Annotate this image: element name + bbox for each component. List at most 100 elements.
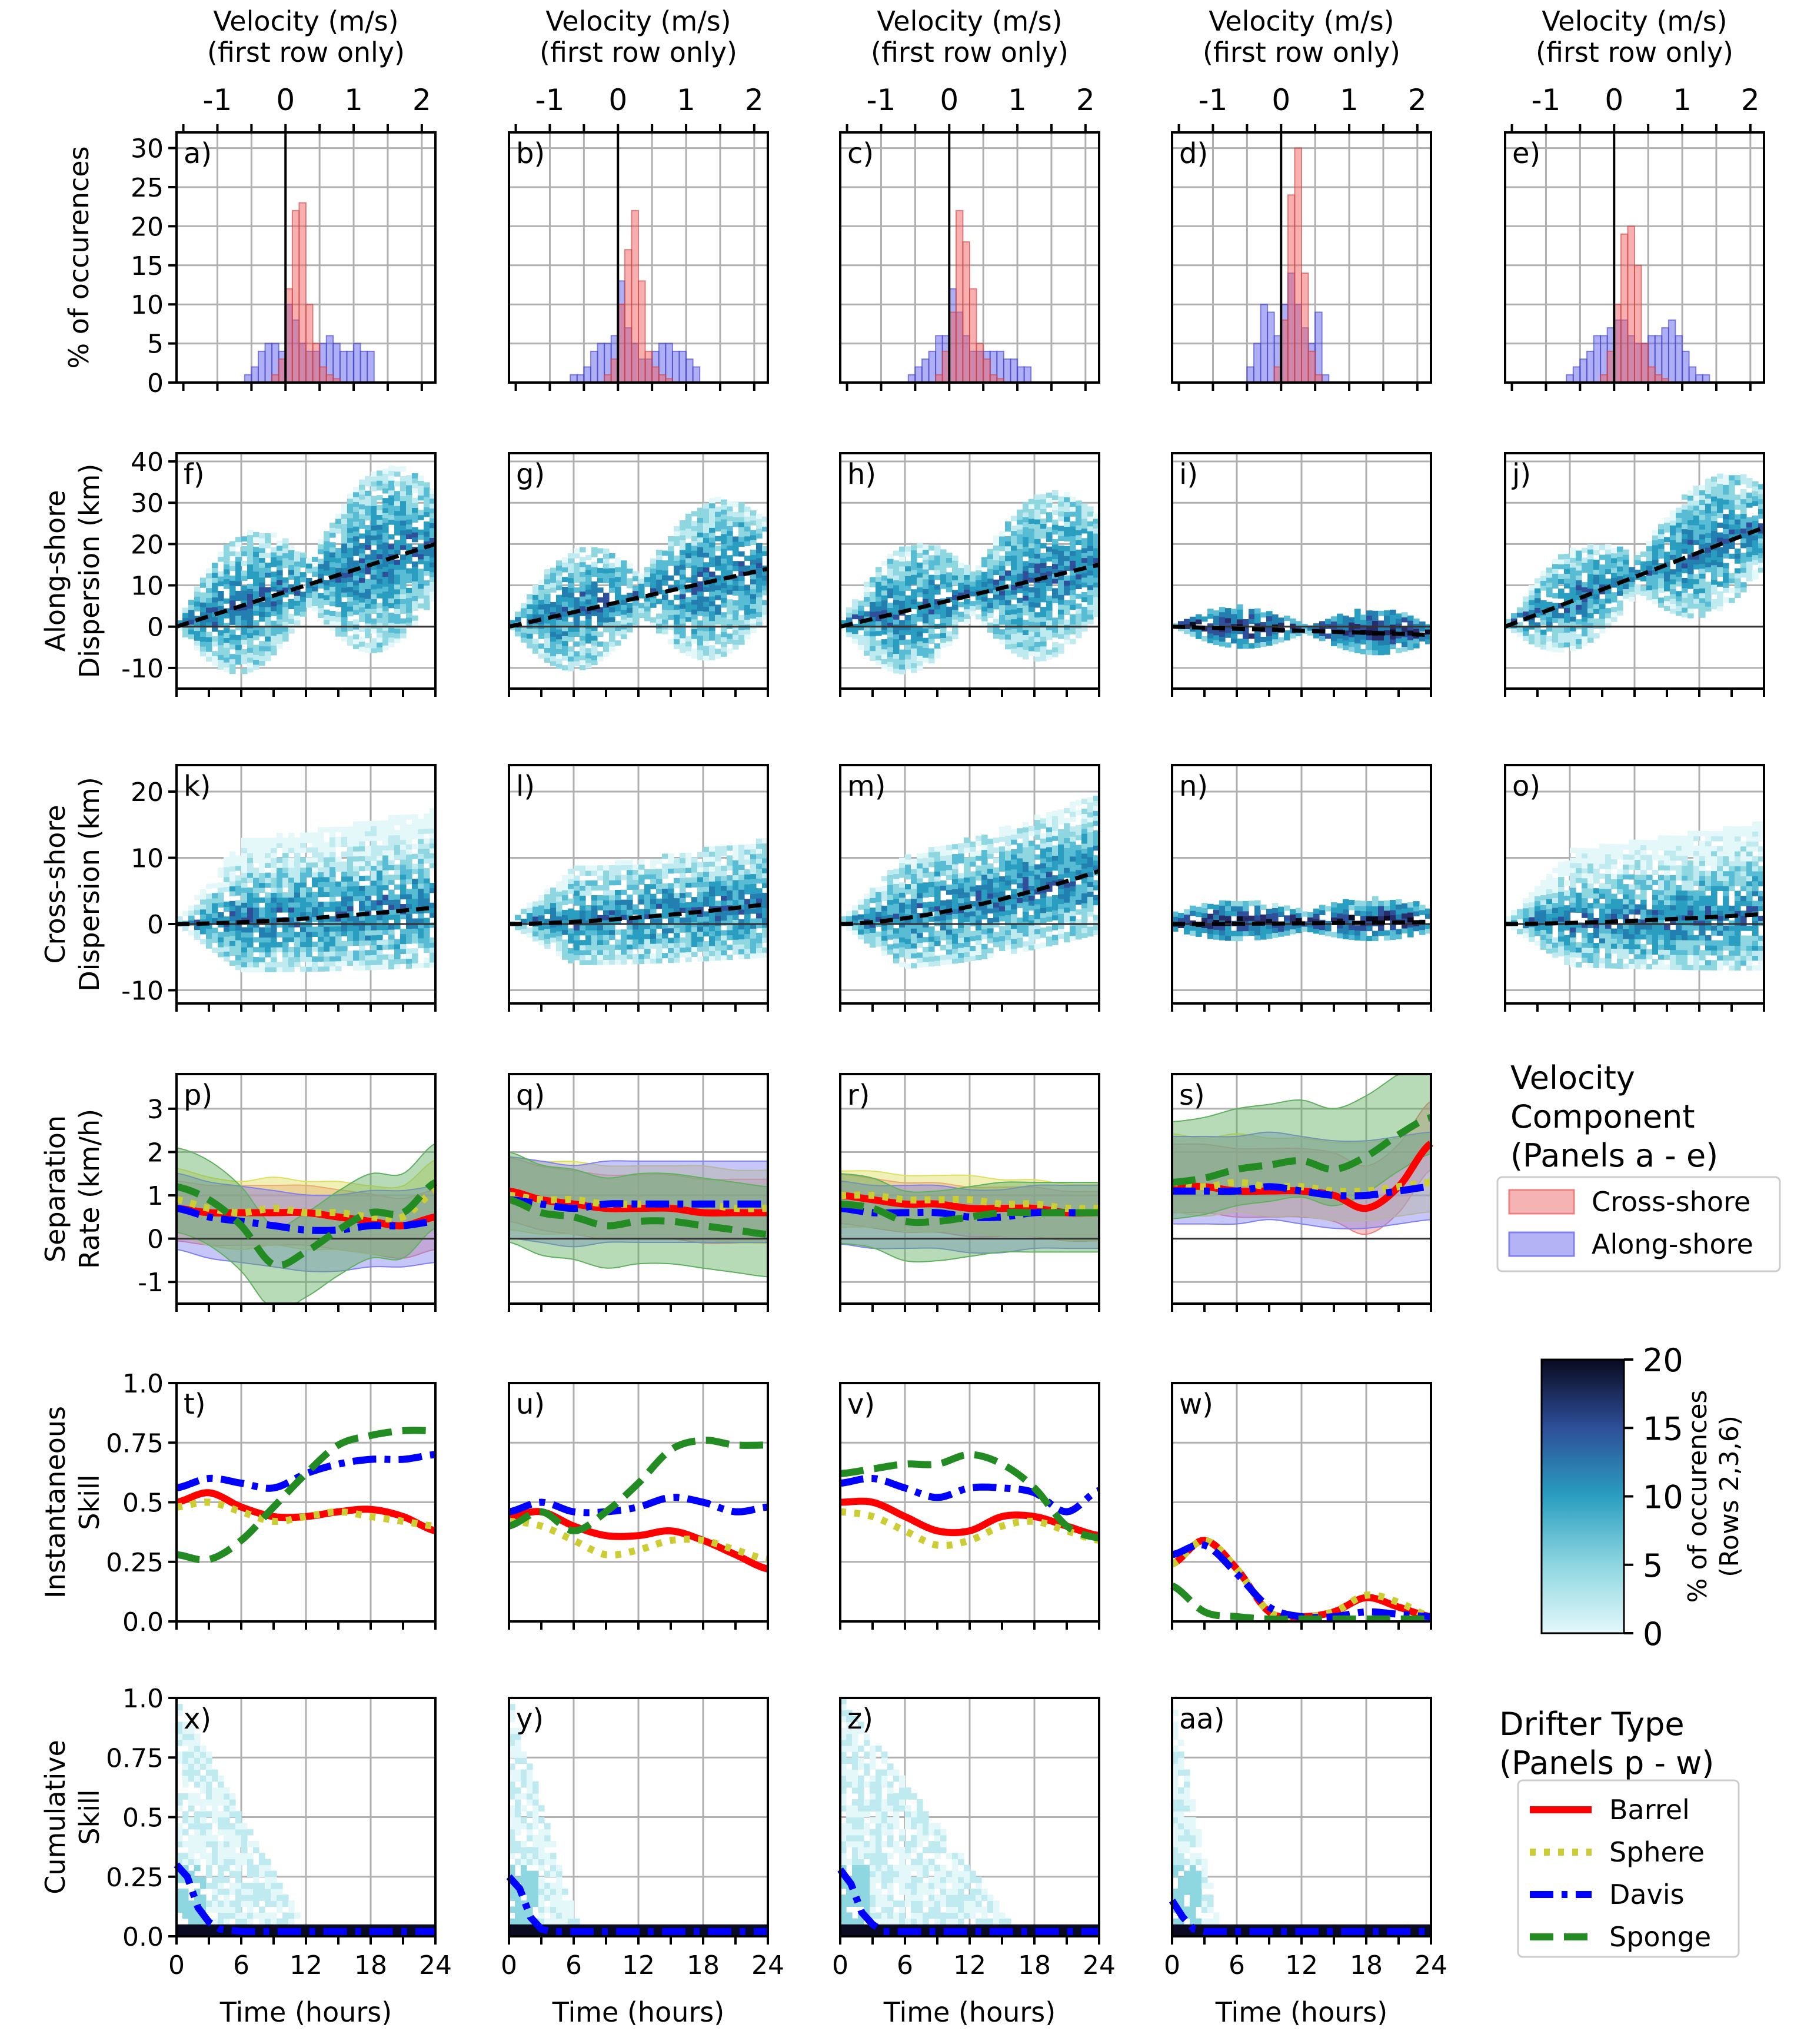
density-cell <box>893 663 900 669</box>
density-cell <box>329 931 336 937</box>
density-cell <box>709 561 715 567</box>
density-cell <box>318 931 324 937</box>
density-cell <box>615 640 621 646</box>
density-cell <box>318 892 324 898</box>
density-cell <box>1052 524 1059 530</box>
density-cell <box>271 852 277 858</box>
density-cell <box>341 557 348 563</box>
density-cell <box>382 596 389 601</box>
density-cell <box>703 577 710 583</box>
density-cell <box>911 589 917 595</box>
density-cell <box>406 854 412 860</box>
density-cell <box>388 909 395 915</box>
hist-bar-along-shore <box>665 343 673 383</box>
density-cell <box>1705 542 1712 548</box>
density-cell <box>324 941 330 947</box>
density-cell <box>887 583 894 589</box>
density-cell <box>400 496 407 501</box>
density-cell <box>394 569 401 575</box>
density-cell <box>668 614 674 620</box>
density-cell <box>556 575 563 581</box>
density-cell <box>1640 561 1647 567</box>
density-cell <box>282 862 289 868</box>
density-cell <box>430 537 436 543</box>
density-cell <box>424 497 430 503</box>
density-cell <box>709 616 715 621</box>
density-cell <box>638 607 645 613</box>
density-cell <box>200 602 207 608</box>
density-cell <box>1705 503 1712 509</box>
density-cell <box>306 902 312 908</box>
density-cell <box>412 537 418 543</box>
density-cell <box>852 638 858 644</box>
density-cell <box>259 591 265 597</box>
density-cell <box>353 639 360 644</box>
density-cell <box>674 540 680 546</box>
density-cell <box>650 583 657 589</box>
density-cell <box>580 610 586 616</box>
density-cell <box>282 946 289 953</box>
density-cell <box>224 642 230 648</box>
density-cell <box>887 603 894 609</box>
density-cell <box>359 514 365 520</box>
density-cell <box>580 630 586 636</box>
density-cell <box>515 616 521 622</box>
density-cell <box>644 576 651 582</box>
density-cell <box>544 584 551 590</box>
density-cell <box>265 567 271 573</box>
density-cell <box>1243 633 1249 639</box>
density-cell <box>377 569 383 574</box>
density-cell <box>928 629 935 634</box>
density-cell <box>1640 586 1647 591</box>
density-cell <box>430 513 436 519</box>
density-cell <box>418 476 424 481</box>
density-cell <box>1243 643 1249 649</box>
density-cell <box>224 926 230 932</box>
density-cell <box>1717 513 1723 519</box>
hist-bar-along-shore <box>367 350 375 383</box>
density-cell <box>271 882 277 888</box>
density-cell <box>1552 613 1559 619</box>
density-cell <box>680 589 686 594</box>
density-cell <box>615 591 621 597</box>
density-cell <box>1605 613 1612 619</box>
density-cell <box>744 634 751 640</box>
density-cell <box>1064 566 1070 571</box>
density-cell <box>341 587 348 593</box>
density-cell <box>288 927 295 933</box>
density-cell <box>335 906 342 912</box>
density-cell <box>1688 505 1694 511</box>
hist-bar-along-shore <box>360 350 368 383</box>
density-cell <box>400 943 407 949</box>
density-cell <box>1011 614 1017 620</box>
density-cell <box>1546 641 1553 647</box>
density-cell <box>905 595 911 601</box>
density-cell <box>615 581 621 587</box>
density-cell <box>1207 613 1214 619</box>
density-cell <box>241 536 248 542</box>
density-cell <box>241 882 248 888</box>
density-cell <box>1546 646 1553 652</box>
density-cell <box>750 599 757 604</box>
density-cell <box>680 534 686 540</box>
density-cell <box>377 925 383 930</box>
density-cell <box>288 837 295 843</box>
density-cell <box>1040 651 1047 657</box>
density-cell <box>300 832 307 838</box>
density-cell <box>1735 504 1741 510</box>
density-cell <box>893 590 900 596</box>
density-cell <box>870 601 876 607</box>
density-cell <box>1266 620 1273 626</box>
density-cell <box>229 886 236 892</box>
density-cell <box>300 842 307 848</box>
density-cell <box>527 643 533 649</box>
density-cell <box>218 897 224 903</box>
density-cell <box>580 660 586 666</box>
density-cell <box>400 589 407 594</box>
density-cell <box>382 483 389 489</box>
density-cell <box>580 561 586 567</box>
density-cell <box>1337 613 1343 619</box>
density-cell <box>200 899 207 905</box>
density-cell <box>318 946 324 952</box>
density-cell <box>365 525 371 531</box>
